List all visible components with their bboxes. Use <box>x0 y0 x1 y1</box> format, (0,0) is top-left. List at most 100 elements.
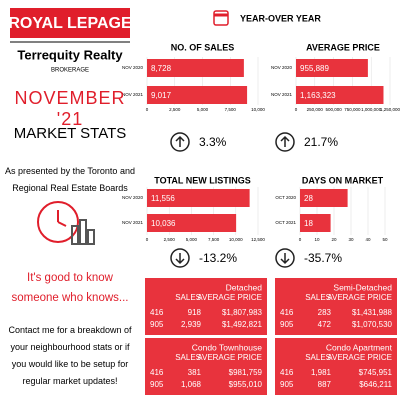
table-cell: 416 <box>280 308 294 317</box>
table-box <box>275 278 397 335</box>
trend-arrow <box>175 135 185 147</box>
x-tick-label: 10,000 <box>251 107 265 112</box>
bar <box>300 214 331 232</box>
x-tick-label: 0 <box>299 237 302 242</box>
clock-icon <box>37 201 95 245</box>
table-cell: $1,070,530 <box>352 320 393 329</box>
table-cell: 1,068 <box>181 380 202 389</box>
category-label: NOV 2021 <box>122 220 144 225</box>
category-label: NOV 2020 <box>122 65 144 70</box>
table-cell: 905 <box>150 320 164 329</box>
trend-icon <box>275 132 295 152</box>
table-header: SALES <box>305 293 331 302</box>
x-tick-label: 5,000 <box>197 107 209 112</box>
category-label: NOV 2020 <box>122 195 144 200</box>
table-title: Semi-Detached <box>333 282 392 292</box>
x-tick-label: 1,000,000 <box>361 107 382 112</box>
table-header: AVERAGE PRICE <box>197 293 262 302</box>
value-label: 10,036 <box>151 219 176 228</box>
bar <box>147 86 248 104</box>
table-cell: $1,492,821 <box>222 320 263 329</box>
value-label: 1,163,323 <box>300 91 336 100</box>
trend-icon <box>170 132 190 152</box>
x-tick-label: 20 <box>331 237 337 242</box>
table-box <box>145 278 267 335</box>
change-label: 21.7% <box>304 135 338 149</box>
x-tick-label: 2,500 <box>164 237 176 242</box>
table-cell: 918 <box>188 308 202 317</box>
table-header: SALES <box>175 293 201 302</box>
chart-title: DAYS ON MARKET <box>302 175 384 185</box>
value-label: 9,017 <box>151 91 172 100</box>
table-cell: 2,939 <box>181 320 202 329</box>
bar <box>296 59 368 77</box>
x-tick-label: 0 <box>146 237 149 242</box>
x-tick-label: 12,500 <box>251 237 265 242</box>
chart-title: NO. OF SALES <box>171 42 235 52</box>
x-tick-label: 250,000 <box>307 107 324 112</box>
x-tick-label: 10,000 <box>229 237 243 242</box>
table-cell: 283 <box>318 308 332 317</box>
category-label: NOV 2020 <box>271 65 293 70</box>
category-label: OCT 2020 <box>275 195 296 200</box>
table-cell: 416 <box>280 368 294 377</box>
table-cell: $745,951 <box>359 368 393 377</box>
heading: MARKET STATS <box>13 125 127 142</box>
x-tick-label: 1,250,000 <box>380 107 400 112</box>
change-label: -35.7% <box>304 251 342 265</box>
category-label: NOV 2021 <box>122 92 144 97</box>
table-header: SALES <box>305 353 331 362</box>
x-tick-label: 2,500 <box>169 107 181 112</box>
table-box <box>145 338 267 395</box>
table-cell: $1,807,983 <box>222 308 263 317</box>
chart-title: TOTAL NEW LISTINGS <box>154 175 251 185</box>
value-label: 18 <box>304 219 313 228</box>
table-header: AVERAGE PRICE <box>327 293 392 302</box>
table-cell: 887 <box>318 380 332 389</box>
x-tick-label: 30 <box>348 237 354 242</box>
contact: Contact me for a breakdown of your neigh… <box>8 325 132 386</box>
bar <box>296 86 384 104</box>
table-header: SALES <box>175 353 201 362</box>
x-tick-label: 5,000 <box>186 237 198 242</box>
calendar-icon <box>213 10 229 26</box>
logo-company: Terrequity Realty <box>17 47 123 62</box>
table-box <box>275 338 397 395</box>
x-tick-label: 7,500 <box>208 237 220 242</box>
logo-subtitle: BROKERAGE <box>51 68 89 74</box>
table-cell: $981,759 <box>229 368 263 377</box>
x-tick-label: 40 <box>365 237 371 242</box>
table-cell: $646,211 <box>359 380 392 389</box>
x-tick-label: 10 <box>314 237 320 242</box>
x-tick-label: 7,500 <box>225 107 237 112</box>
table-header: AVERAGE PRICE <box>327 353 392 362</box>
table-cell: $955,010 <box>229 380 263 389</box>
value-label: 28 <box>304 194 313 203</box>
table-cell: 905 <box>280 380 294 389</box>
table-cell: 472 <box>318 320 332 329</box>
value-label: 8,728 <box>151 64 172 73</box>
trend-arrow <box>175 253 185 265</box>
trend-icon <box>170 248 190 268</box>
x-tick-label: 500,000 <box>325 107 342 112</box>
logo-box <box>10 8 130 38</box>
bar <box>147 189 250 207</box>
table-cell: 416 <box>150 308 164 317</box>
table-cell: 381 <box>188 368 202 377</box>
trend-arrow <box>280 135 290 147</box>
table-title: Condo Apartment <box>326 342 393 352</box>
table-cell: 416 <box>150 368 164 377</box>
source: As presented by the Toronto and Regional… <box>5 166 135 193</box>
value-label: 955,889 <box>300 64 329 73</box>
category-label: OCT 2021 <box>275 220 296 225</box>
table-cell: 905 <box>150 380 164 389</box>
table-cell: 905 <box>280 320 294 329</box>
x-tick-label: 750,000 <box>344 107 361 112</box>
table-cell: $1,431,988 <box>352 308 393 317</box>
change-label: -13.2% <box>199 251 237 265</box>
bar <box>300 189 348 207</box>
table-title: Condo Townhouse <box>192 342 263 352</box>
x-tick-label: 0 <box>295 107 298 112</box>
